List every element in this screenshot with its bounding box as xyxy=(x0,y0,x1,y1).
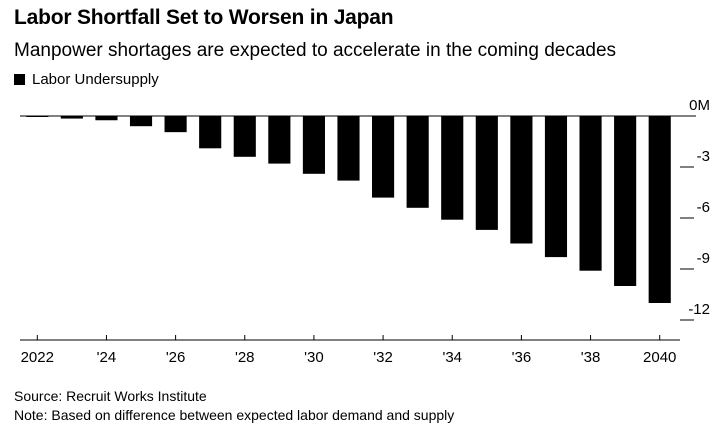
bar-2025 xyxy=(129,116,153,127)
bar-2026 xyxy=(164,116,187,133)
bar-2035 xyxy=(475,116,498,230)
bar-2032 xyxy=(372,116,395,198)
footnote: Note: Based on difference between expect… xyxy=(14,407,455,423)
bar-2030 xyxy=(302,116,325,174)
legend-label: Labor Undersupply xyxy=(32,71,159,88)
y-tick-label: -6 xyxy=(697,199,710,216)
bar-2031 xyxy=(337,116,360,181)
bar-2027 xyxy=(199,116,222,149)
chart-title: Labor Shortfall Set to Worsen in Japan xyxy=(14,6,394,29)
x-tick-label: '32 xyxy=(373,349,393,366)
bar-2036 xyxy=(510,116,533,244)
bar-2034 xyxy=(441,116,464,220)
bar-2037 xyxy=(544,116,568,258)
y-tick-label: -3 xyxy=(697,148,710,165)
source-note: Source: Recruit Works Institute xyxy=(14,388,207,404)
bar-2033 xyxy=(406,116,429,208)
x-tick-label: '24 xyxy=(97,349,117,366)
bar-2029 xyxy=(268,116,291,164)
bar-2039 xyxy=(614,116,637,286)
x-tick-label: '36 xyxy=(512,349,532,366)
y-tick-label: -9 xyxy=(697,250,710,267)
bar-2023 xyxy=(60,116,83,119)
bar-2040 xyxy=(648,116,671,303)
x-tick-label: '30 xyxy=(304,349,324,366)
legend: Labor Undersupply xyxy=(14,71,159,88)
bar-2024 xyxy=(95,116,118,121)
x-tick-label: 2040 xyxy=(643,349,676,366)
legend-swatch xyxy=(14,74,25,85)
y-tick-label: -12 xyxy=(688,301,710,318)
x-tick-label: '34 xyxy=(442,349,462,366)
x-tick-label: '38 xyxy=(581,349,601,366)
bar-2028 xyxy=(233,116,256,157)
x-tick-label: '28 xyxy=(235,349,255,366)
x-tick-label: '26 xyxy=(166,349,186,366)
bar-2038 xyxy=(579,116,602,271)
chart-subtitle: Manpower shortages are expected to accel… xyxy=(14,40,617,61)
y-tick-label: 0M xyxy=(689,97,710,114)
x-tick-label: 2022 xyxy=(21,349,54,366)
